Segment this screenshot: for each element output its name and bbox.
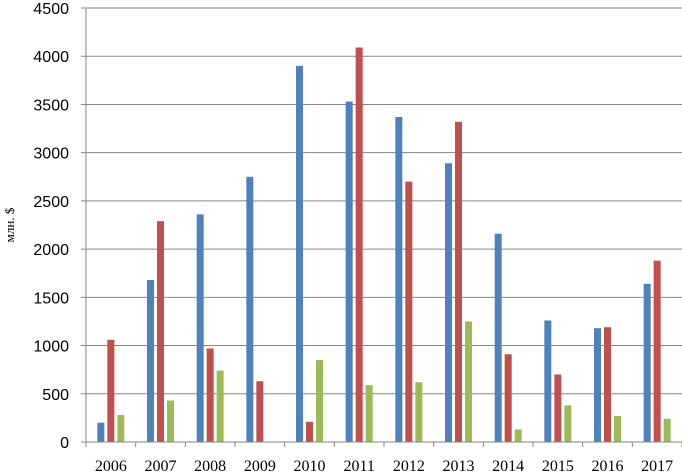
bar-series-3 [514,429,522,442]
axes [81,7,682,447]
bar-series-3 [365,385,373,442]
x-tick-label: 2016 [592,458,624,475]
bar-series-1 [395,116,403,442]
y-tick-label: 2000 [33,242,69,259]
bar-series-2 [455,121,462,442]
bar-series-1 [445,163,452,442]
bar-series-3 [465,321,472,442]
bar-series-1 [643,283,651,442]
bar-series-2 [554,374,562,442]
x-tick-label: 2014 [492,458,524,475]
x-tick-label: 2015 [542,458,574,475]
bar-series-3 [614,415,621,442]
y-tick-label: 4000 [33,49,69,66]
y-tick-label: 500 [42,387,69,404]
x-tick-label: 2009 [244,458,276,475]
bar-series-3 [117,414,125,442]
x-tick-label: 2006 [95,458,127,475]
bars [97,47,671,442]
bar-series-2 [653,260,661,442]
bar-series-2 [604,327,611,442]
y-axis-label: млн. $ [2,207,17,242]
bar-series-2 [206,348,214,442]
bar-series-2 [256,381,264,442]
x-tick-label: 2008 [194,458,226,475]
x-tick-label: 2007 [145,458,177,475]
x-tick-label: 2017 [641,458,673,475]
x-tick-label: 2013 [443,458,475,475]
bar-series-2 [306,421,313,442]
bar-series-1 [594,328,601,442]
bar-series-1 [494,233,502,442]
y-tick-label: 0 [60,435,69,452]
grid-lines [86,7,682,395]
bar-series-2 [405,181,413,442]
bar-series-1 [196,214,204,442]
bar-series-1 [97,422,105,442]
bar-series-1 [345,101,353,442]
y-tick-label: 1500 [33,290,69,307]
bar-series-1 [544,320,552,442]
x-tick-label: 2011 [343,458,374,475]
bar-series-1 [147,279,154,442]
y-tick-label: 4500 [33,1,69,18]
y-tick-label: 3000 [33,146,69,163]
bar-series-1 [296,65,303,442]
y-tick-label: 2500 [33,194,69,211]
bar-series-3 [663,418,671,442]
bar-series-2 [355,47,363,442]
bar-series-2 [157,221,164,442]
y-tick-labels: 0 500 1000 1500 2000 2500 3000 3500 4000 4500 [33,1,69,452]
bar-series-3 [564,405,572,442]
y-tick-label: 3500 [33,97,69,114]
bar-series-2 [107,339,115,442]
x-tick-labels: 2006 2007 2008 2009 2010 2011 2012 2013 2014 2015… [95,458,673,475]
bar-series-2 [504,354,512,442]
bar-series-3 [167,400,174,442]
x-tick-label: 2012 [393,458,425,475]
bar-series-1 [246,176,254,442]
bar-series-3 [415,382,423,442]
y-tick-label: 1000 [33,339,69,356]
x-tick-label: 2010 [294,458,326,475]
bar-series-3 [216,370,224,442]
bar-series-3 [316,360,323,442]
